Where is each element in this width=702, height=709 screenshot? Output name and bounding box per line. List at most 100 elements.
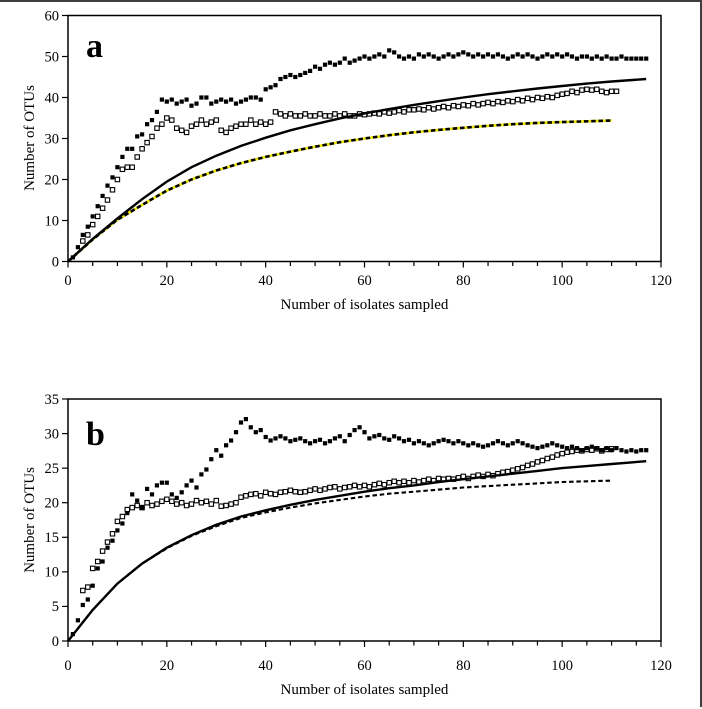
open-square-marker	[302, 111, 308, 117]
open-square-marker	[188, 501, 195, 507]
filled-square-marker	[248, 95, 253, 100]
filled-square-marker	[510, 54, 515, 59]
open-square-marker	[337, 486, 343, 492]
open-square-marker	[341, 111, 348, 117]
open-square-marker	[188, 123, 195, 129]
filled-square-marker	[179, 490, 184, 495]
filled-square-marker	[159, 480, 164, 485]
open-square-marker	[183, 502, 190, 509]
open-square-marker	[421, 107, 427, 113]
x-tick-label: 100	[551, 273, 573, 289]
open-square-marker	[94, 213, 101, 220]
filled-square-marker	[95, 566, 100, 571]
open-square-marker	[564, 449, 570, 455]
filled-square-marker	[298, 436, 303, 441]
filled-square-marker	[278, 76, 283, 82]
open-square-marker	[203, 498, 210, 505]
filled-square-marker	[243, 97, 248, 102]
filled-square-marker	[70, 255, 75, 260]
filled-square-marker	[456, 439, 461, 444]
filled-square-marker	[179, 99, 184, 104]
filled-square-marker	[268, 85, 273, 90]
filled-square-marker	[209, 457, 214, 462]
open-square-marker	[544, 93, 551, 100]
open-square-marker	[213, 117, 220, 123]
filled-square-marker	[500, 441, 505, 446]
filled-square-marker	[337, 60, 342, 65]
open-square-marker	[371, 481, 378, 488]
filled-square-marker	[387, 48, 392, 53]
open-square-marker	[465, 102, 472, 109]
y-tick-label: 40	[45, 90, 60, 106]
panel-b-filled-squares-series	[70, 417, 649, 637]
open-square-marker	[154, 125, 160, 131]
filled-square-marker	[411, 441, 416, 446]
filled-square-marker	[500, 54, 505, 59]
filled-square-marker	[644, 56, 649, 61]
y-tick-label: 35	[45, 392, 60, 408]
filled-square-marker	[594, 446, 599, 451]
open-square-marker	[569, 88, 575, 95]
open-square-marker	[272, 109, 279, 115]
filled-square-marker	[273, 83, 278, 88]
filled-square-marker	[377, 432, 382, 438]
open-square-marker	[519, 98, 526, 104]
filled-square-marker	[565, 52, 570, 57]
open-square-marker	[435, 475, 442, 482]
y-tick-label: 20	[45, 172, 60, 188]
open-square-marker	[119, 513, 126, 520]
open-square-marker	[169, 498, 175, 505]
open-square-marker	[104, 539, 111, 545]
open-square-marker	[248, 491, 254, 498]
filled-square-marker	[229, 438, 234, 443]
open-square-marker	[406, 479, 412, 486]
open-square-marker	[203, 121, 210, 127]
filled-square-marker	[411, 56, 416, 61]
filled-square-marker	[224, 443, 229, 448]
open-square-marker	[144, 499, 150, 506]
filled-square-marker	[233, 430, 239, 435]
solid-line	[67, 77, 647, 263]
filled-square-marker	[75, 618, 80, 623]
open-square-marker	[267, 490, 274, 497]
filled-square-marker	[308, 68, 313, 73]
filled-square-marker	[105, 183, 110, 188]
open-square-marker	[317, 487, 323, 494]
filled-square-marker	[238, 420, 244, 425]
open-square-marker	[480, 100, 486, 107]
filled-square-marker	[535, 446, 540, 451]
filled-square-marker	[164, 99, 169, 104]
filled-square-marker	[495, 439, 500, 444]
panel-letter: a	[86, 28, 103, 65]
filled-square-marker	[189, 103, 194, 108]
open-square-marker	[613, 88, 620, 95]
filled-square-marker	[322, 441, 328, 446]
filled-square-marker	[589, 444, 594, 449]
open-square-marker	[495, 98, 501, 105]
dashed-line	[67, 119, 612, 263]
filled-square-marker	[233, 101, 239, 106]
filled-square-marker	[456, 52, 461, 57]
filled-square-marker	[204, 467, 209, 472]
open-square-marker	[327, 113, 333, 119]
filled-square-marker	[253, 95, 258, 100]
open-square-marker	[257, 493, 264, 499]
filled-square-marker	[431, 441, 436, 446]
open-square-marker	[262, 489, 269, 496]
open-square-marker	[208, 119, 215, 125]
open-square-marker	[455, 103, 462, 110]
open-square-marker	[327, 484, 333, 491]
filled-square-marker	[337, 434, 342, 439]
open-square-marker	[228, 501, 234, 507]
open-square-marker	[425, 104, 432, 111]
filled-square-marker	[392, 50, 397, 55]
filled-square-marker	[525, 443, 530, 448]
open-square-marker	[292, 113, 299, 119]
filled-square-marker	[362, 430, 367, 435]
open-square-marker	[421, 477, 427, 484]
filled-square-marker	[100, 193, 105, 198]
filled-square-marker	[154, 109, 159, 114]
x-tick-label: 80	[456, 273, 471, 289]
filled-square-marker	[248, 425, 253, 430]
filled-square-marker	[397, 436, 402, 441]
